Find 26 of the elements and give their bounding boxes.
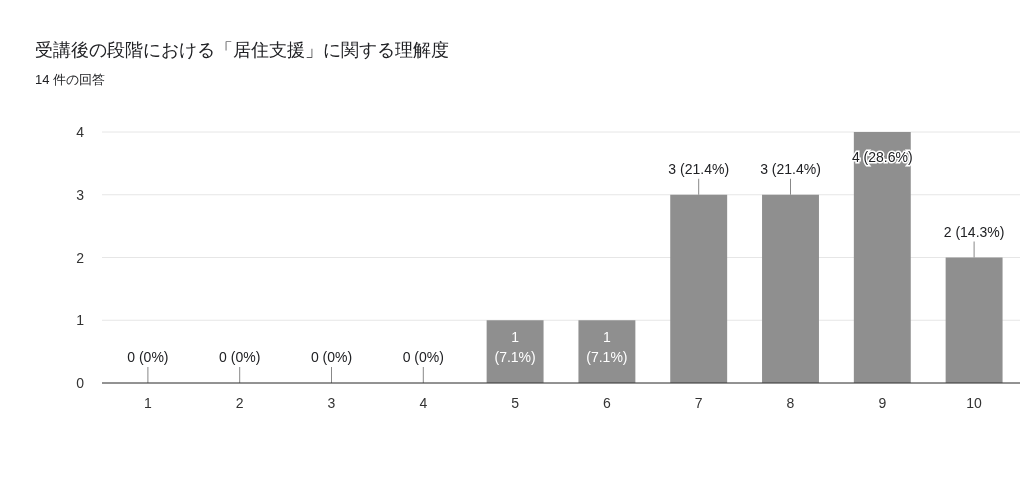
data-label: 0 (0%) (310, 349, 353, 365)
data-label: 3 (21.4%) (760, 160, 821, 177)
y-tick-label: 2 (76, 249, 85, 266)
x-tick-label: 6 (603, 395, 611, 411)
x-tick-label: 10 (966, 395, 983, 411)
x-tick-label: 7 (694, 395, 703, 411)
data-label: 0 (0%) (219, 349, 261, 365)
x-tick-label: 8 (786, 395, 795, 411)
y-tick-label: 4 (76, 124, 85, 140)
x-tick-label: 9 (878, 395, 887, 411)
data-label: 2 (14.3%) (943, 223, 1005, 240)
y-tick-label: 0 (76, 375, 85, 391)
x-tick-label: 3 (327, 395, 336, 411)
title: 受講後の段階における「居住支援」に関する理解度 (35, 40, 449, 60)
y-tick-label: 1 (76, 312, 85, 329)
x-tick-label: 4 (419, 395, 428, 411)
x-tick-label: 2 (235, 395, 244, 411)
x-tick-label: 1 (144, 395, 152, 411)
data-label: 0 (0%) (127, 349, 169, 365)
x-tick-label: 5 (511, 395, 520, 411)
data-label: 1 (7.1%) (586, 329, 628, 366)
subtitle: 14 件の回答 (35, 72, 106, 87)
y-tick-label: 3 (76, 186, 85, 203)
data-label: 1 (7.1%) (494, 329, 536, 366)
data-label: 3 (21.4%) (668, 160, 730, 177)
data-label: 0 (0%) (402, 349, 444, 365)
